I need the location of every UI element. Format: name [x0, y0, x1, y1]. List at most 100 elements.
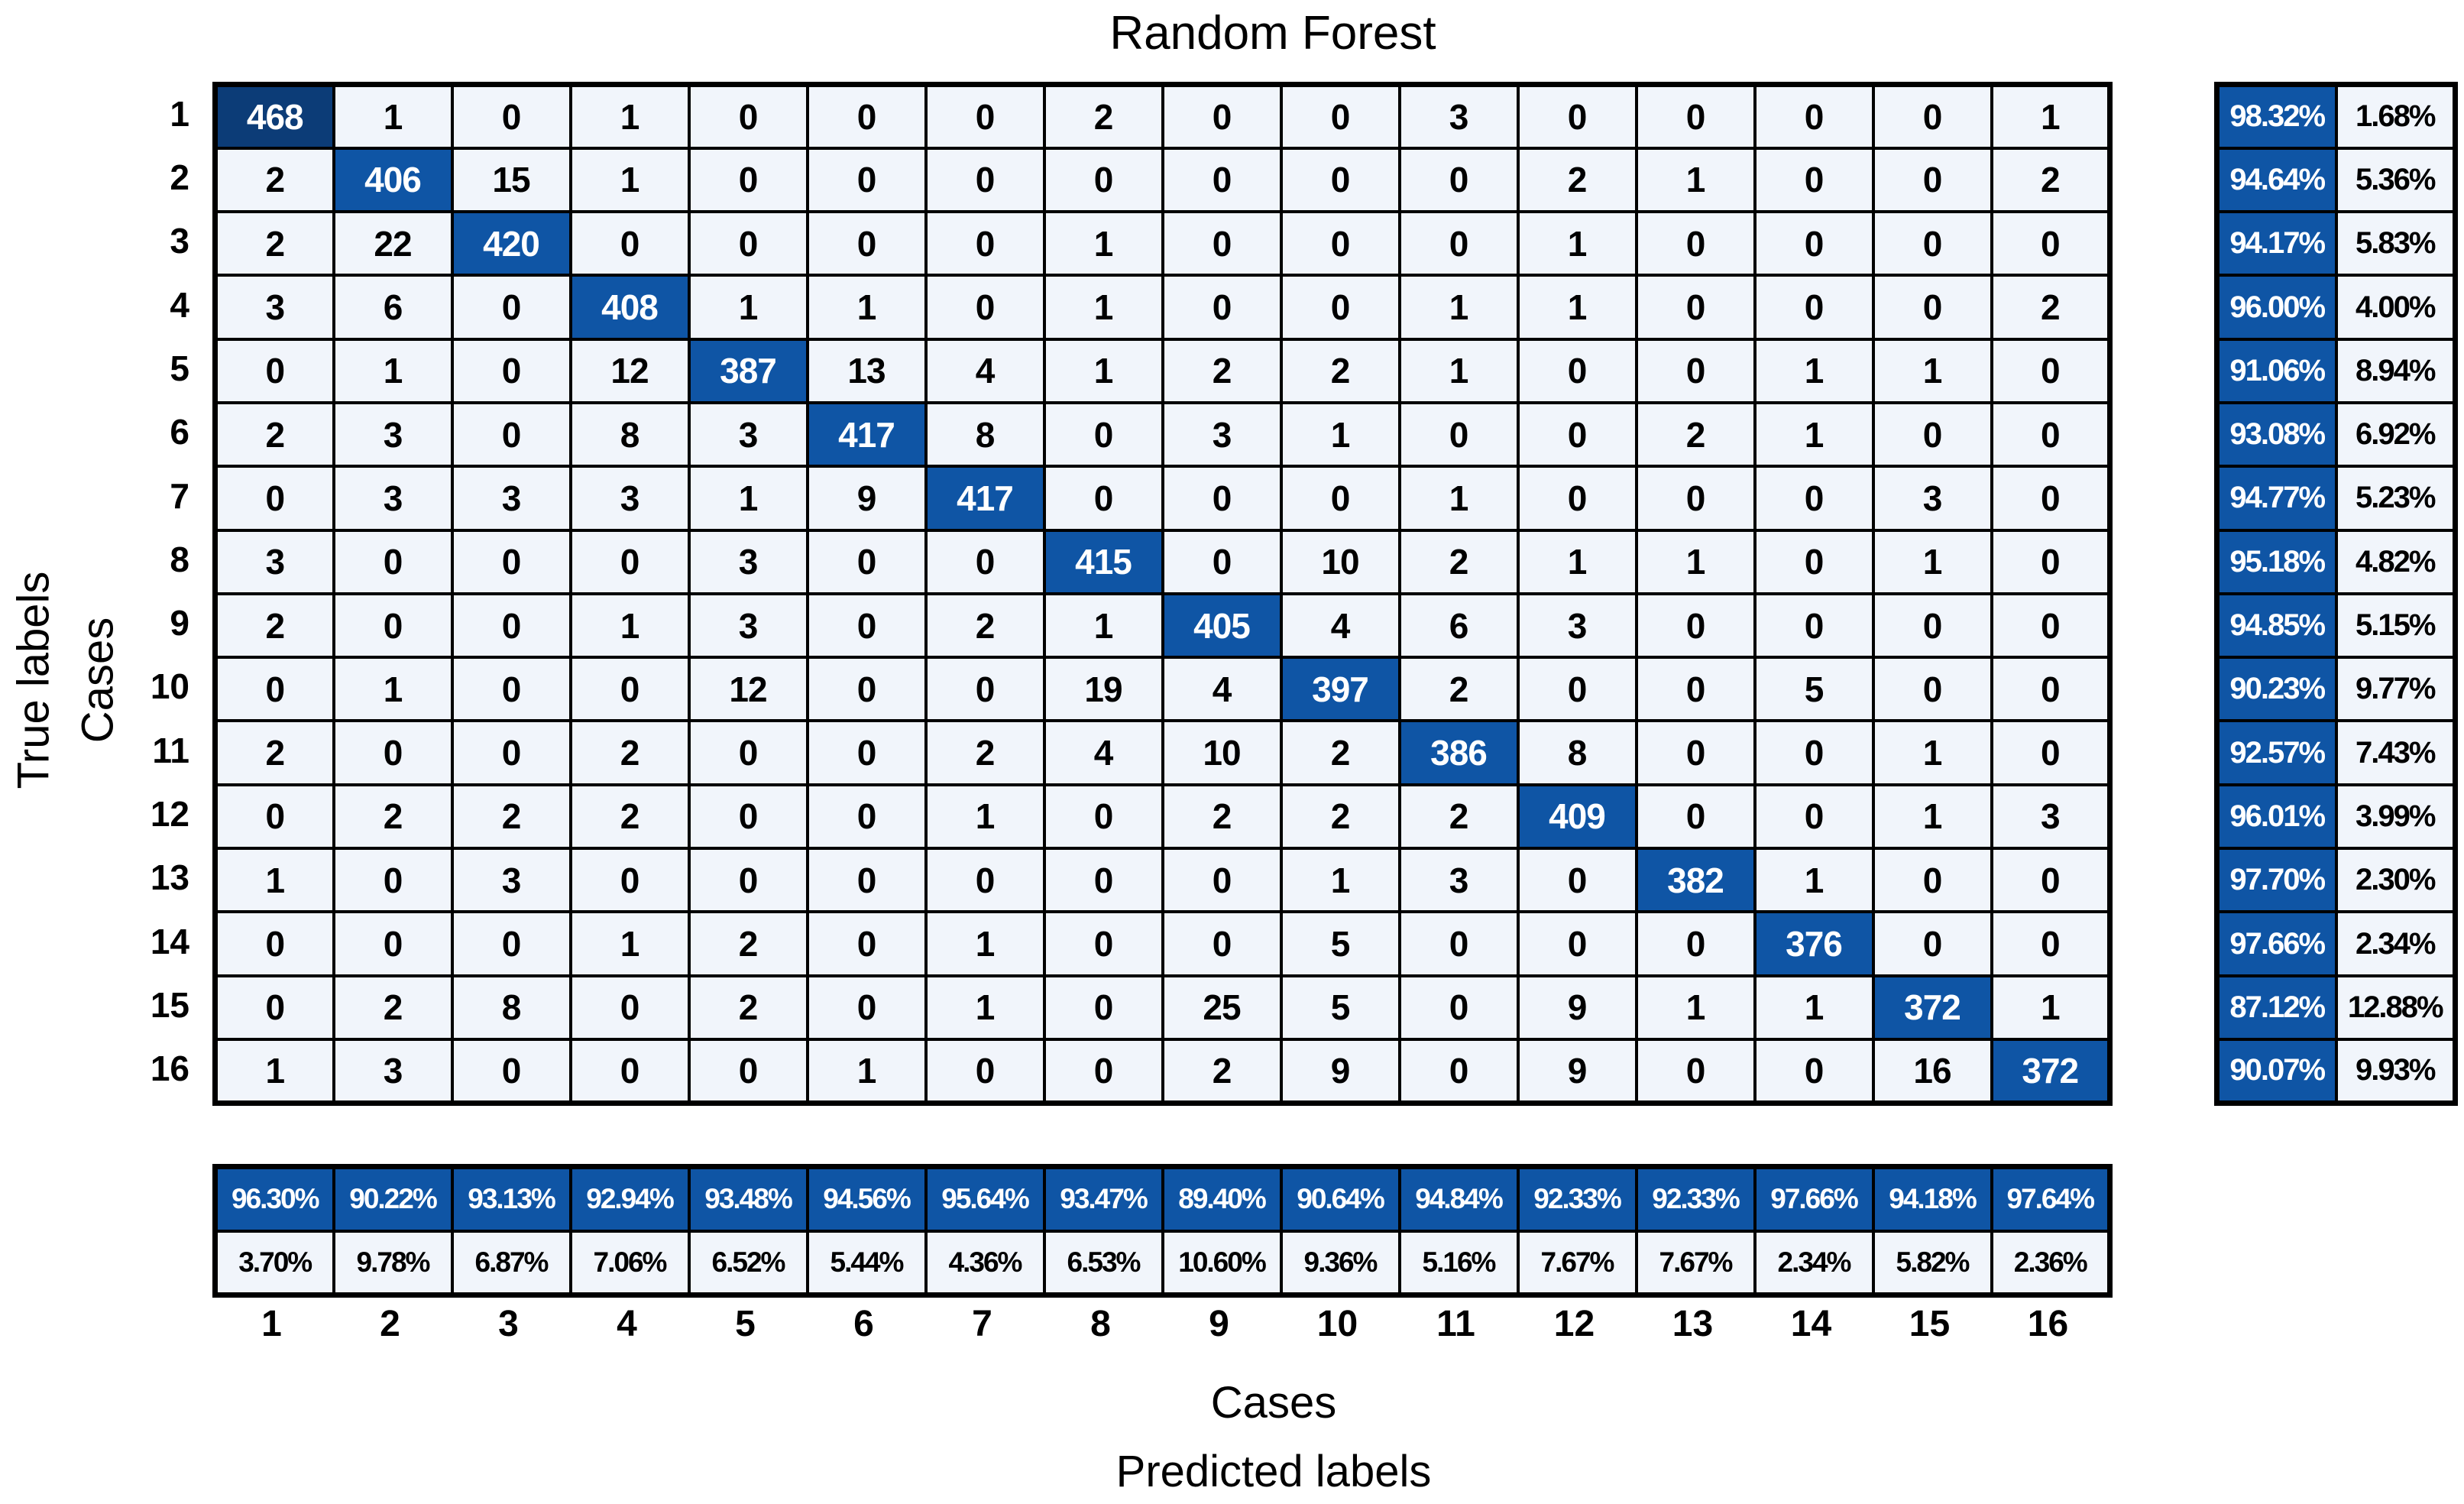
- matrix-cell: 2: [568, 719, 691, 786]
- matrix-cell: 0: [1753, 528, 1875, 595]
- matrix-cell: 2: [1634, 400, 1757, 468]
- matrix-cell: 0: [568, 1037, 691, 1105]
- column-label: 11: [1436, 1304, 1475, 1344]
- matrix-cell: 2: [1397, 783, 1520, 851]
- matrix-cell: 2: [924, 719, 1046, 786]
- matrix-cell: 0: [568, 974, 691, 1041]
- matrix-cell: 0: [1990, 847, 2112, 914]
- column-labels: 1 2 3 4 5 6 7 8 9 10 11 12 13 14 15 16: [212, 1301, 2107, 1348]
- row-correct-pct-cell: 94.17%: [2215, 210, 2338, 277]
- matrix-cell: 1: [1516, 528, 1638, 595]
- matrix-cell: 1: [1634, 146, 1757, 214]
- matrix-cell: 0: [1397, 210, 1520, 277]
- matrix-cell: 3: [1397, 847, 1520, 914]
- matrix-cell: 5: [1279, 910, 1401, 977]
- col-error-pct-cell: 5.82%: [1871, 1229, 1993, 1297]
- col-error-pct-cell: 2.36%: [1990, 1229, 2112, 1297]
- matrix-cell: 1: [568, 83, 691, 150]
- matrix-cell: 1: [568, 910, 691, 977]
- row-error-pct-cell: 8.94%: [2334, 337, 2457, 404]
- matrix-cell: 3: [1990, 783, 2112, 851]
- row-label: 3: [170, 221, 189, 261]
- matrix-cell: 1: [924, 910, 1046, 977]
- matrix-cell: 0: [568, 656, 691, 723]
- row-label: 7: [170, 475, 189, 516]
- matrix-cell: 0: [1871, 400, 1993, 468]
- matrix-cell: 1: [1634, 528, 1757, 595]
- col-correct-pct-cell: 92.94%: [568, 1165, 691, 1233]
- matrix-cell: 0: [1042, 400, 1164, 468]
- x-axis-label-predicted-labels: Predicted labels: [1115, 1447, 1432, 1496]
- col-correct-pct-cell: 93.48%: [687, 1165, 809, 1233]
- matrix-cell: 2: [568, 783, 691, 851]
- matrix-cell: 1: [1042, 274, 1164, 341]
- matrix-cell: 0: [213, 783, 335, 851]
- matrix-cell: 9: [805, 465, 928, 532]
- matrix-cell: 0: [805, 783, 928, 851]
- matrix-cell: 0: [805, 146, 928, 214]
- matrix-cell: 1: [332, 83, 454, 150]
- matrix-cell: 2: [1279, 719, 1401, 786]
- row-summary-table: 98.32% 1.68% 94.64% 5.36% 94.17% 5.83% 96.00% 4…: [2214, 82, 2458, 1106]
- matrix-cell: 0: [332, 910, 454, 977]
- matrix-cell: 2: [1279, 337, 1401, 404]
- row-error-pct-cell: 5.23%: [2334, 465, 2457, 532]
- matrix-cell: 1: [1990, 83, 2112, 150]
- matrix-cell: 420: [450, 210, 572, 277]
- matrix-cell: 0: [213, 465, 335, 532]
- matrix-cell: 0: [1753, 465, 1875, 532]
- matrix-cell: 0: [924, 847, 1046, 914]
- column-label: 2: [380, 1304, 400, 1344]
- matrix-cell: 0: [1161, 210, 1283, 277]
- matrix-cell: 15: [450, 146, 572, 214]
- matrix-cell: 0: [1753, 210, 1875, 277]
- row-label: 4: [170, 284, 189, 325]
- matrix-cell: 0: [1990, 656, 2112, 723]
- matrix-cell: 406: [332, 146, 454, 214]
- matrix-cell: 4: [1042, 719, 1164, 786]
- column-label: 16: [2027, 1304, 2069, 1344]
- matrix-cell: 0: [213, 656, 335, 723]
- matrix-cell: 2: [332, 974, 454, 1041]
- matrix-cell: 0: [450, 719, 572, 786]
- matrix-cell: 0: [687, 210, 809, 277]
- row-label: 10: [150, 666, 189, 707]
- matrix-cell: 0: [1634, 910, 1757, 977]
- matrix-cell: 0: [1990, 400, 2112, 468]
- matrix-cell: 3: [332, 1037, 454, 1105]
- matrix-cell: 0: [568, 847, 691, 914]
- col-error-pct-cell: 7.06%: [568, 1229, 691, 1297]
- row-error-pct-cell: 4.82%: [2334, 528, 2457, 595]
- column-label: 8: [1090, 1304, 1111, 1344]
- matrix-cell: 0: [1516, 847, 1638, 914]
- matrix-cell: 1: [1516, 210, 1638, 277]
- matrix-cell: 0: [1279, 146, 1401, 214]
- col-correct-pct-cell: 94.18%: [1871, 1165, 1993, 1233]
- matrix-cell: 1: [924, 783, 1046, 851]
- matrix-cell: 0: [687, 146, 809, 214]
- matrix-cell: 16: [1871, 1037, 1993, 1105]
- matrix-cell: 386: [1397, 719, 1520, 786]
- matrix-cell: 0: [1634, 83, 1757, 150]
- matrix-cell: 0: [1871, 274, 1993, 341]
- matrix-cell: 0: [687, 83, 809, 150]
- matrix-cell: 0: [1516, 910, 1638, 977]
- matrix-cell: 2: [687, 910, 809, 977]
- row-label: 11: [152, 730, 189, 770]
- matrix-cell: 3: [332, 465, 454, 532]
- matrix-cell: 1: [568, 592, 691, 660]
- column-label: 15: [1909, 1304, 1951, 1344]
- matrix-cell: 1: [805, 1037, 928, 1105]
- row-label: 2: [170, 157, 189, 197]
- matrix-cell: 1: [1279, 400, 1401, 468]
- matrix-cell: 0: [1634, 274, 1757, 341]
- matrix-cell: 0: [1516, 400, 1638, 468]
- matrix-cell: 0: [1871, 910, 1993, 977]
- matrix-cell: 0: [332, 719, 454, 786]
- matrix-cell: 0: [1397, 400, 1520, 468]
- matrix-cell: 0: [805, 974, 928, 1041]
- matrix-cell: 0: [1753, 719, 1875, 786]
- col-correct-pct-cell: 90.64%: [1279, 1165, 1401, 1233]
- matrix-cell: 1: [805, 274, 928, 341]
